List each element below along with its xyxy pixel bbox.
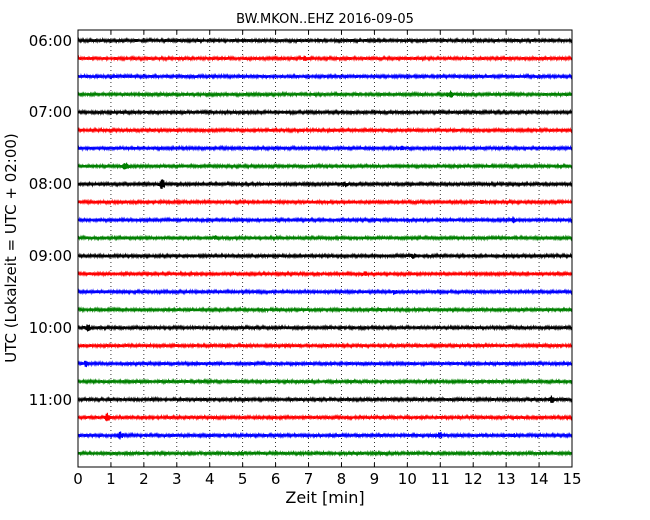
x-tick-label: 13 [496, 470, 516, 488]
seismic-trace [77, 288, 573, 296]
seismic-trace [77, 36, 573, 45]
seismic-trace [77, 144, 573, 152]
x-axis-label: Zeit [min] [285, 488, 365, 507]
x-tick-label: 4 [204, 470, 215, 488]
x-tick-label: 1 [106, 470, 116, 488]
seismic-trace [77, 252, 573, 260]
x-tick-label: 11 [430, 470, 450, 488]
chart-title: BW.MKON..EHZ 2016-09-05 [236, 12, 414, 27]
seismic-trace [77, 377, 573, 386]
seismic-trace [77, 108, 573, 116]
seismic-trace [77, 198, 573, 206]
seismic-trace [77, 412, 573, 422]
y-tick-label: 06:00 [28, 31, 72, 50]
seismic-trace [77, 306, 573, 314]
y-tick-label: 07:00 [28, 103, 72, 122]
y-tick-label: 10:00 [28, 318, 72, 337]
seismic-trace [77, 270, 573, 278]
y-tick-label: 11:00 [28, 390, 72, 409]
seismic-trace [77, 54, 573, 63]
seismic-trace [77, 179, 573, 189]
seismic-trace [77, 395, 573, 404]
x-tick-label: 2 [139, 470, 149, 488]
x-tick-label: 3 [172, 470, 182, 488]
y-tick-label: 08:00 [28, 175, 72, 194]
seismic-trace [77, 234, 573, 242]
x-tick-label: 15 [562, 470, 582, 488]
seismic-trace [77, 162, 573, 170]
seismic-trace [77, 324, 573, 332]
x-tick-label: 0 [73, 470, 83, 488]
x-tick-label: 9 [369, 470, 380, 488]
seismic-trace [77, 72, 573, 81]
x-tick-label: 8 [336, 470, 347, 488]
y-tick-label: 09:00 [28, 246, 72, 265]
x-tick-label: 12 [463, 470, 483, 488]
x-tick-label: 10 [397, 470, 417, 488]
seismic-trace [77, 342, 573, 350]
seismic-trace [77, 449, 573, 457]
seismic-trace [77, 90, 573, 98]
seismic-trace [77, 126, 573, 134]
seismic-trace [77, 431, 573, 440]
seismic-trace [77, 216, 573, 224]
plot-frame [77, 29, 573, 468]
seismic-trace [77, 359, 573, 368]
x-tick-label: 5 [237, 470, 248, 488]
x-tick-label: 7 [303, 470, 314, 488]
x-tick-label: 6 [270, 470, 281, 488]
y-axis-label: UTC (Lokalzeit = UTC + 02:00) [2, 133, 20, 363]
x-tick-label: 14 [529, 470, 549, 488]
